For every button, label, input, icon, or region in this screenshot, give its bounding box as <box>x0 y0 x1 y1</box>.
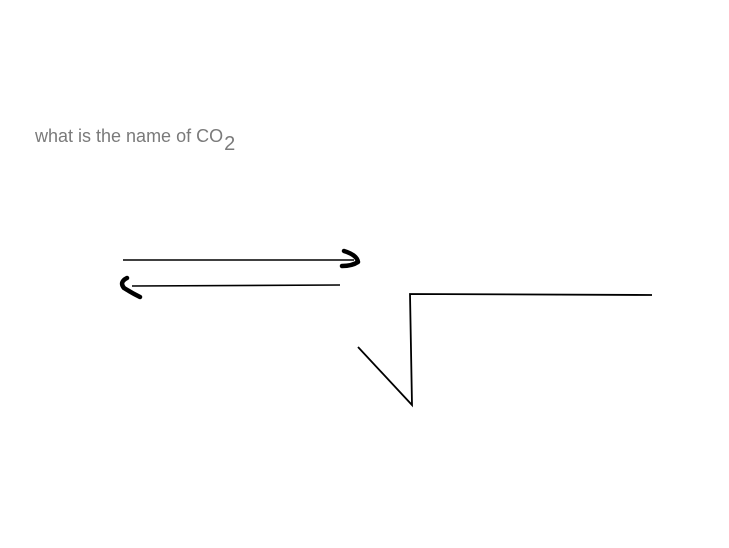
left-arrow <box>119 275 341 300</box>
right-arrow <box>123 248 361 269</box>
question-text-block: what is the name of CO2 <box>35 125 235 155</box>
right-arrow-head <box>339 248 361 269</box>
question-subscript: 2 <box>224 133 236 155</box>
square-root-sign <box>357 293 653 408</box>
left-arrow-shaft <box>131 284 341 287</box>
question-text: what is the name of CO <box>35 126 224 146</box>
left-arrow-head <box>119 275 143 300</box>
